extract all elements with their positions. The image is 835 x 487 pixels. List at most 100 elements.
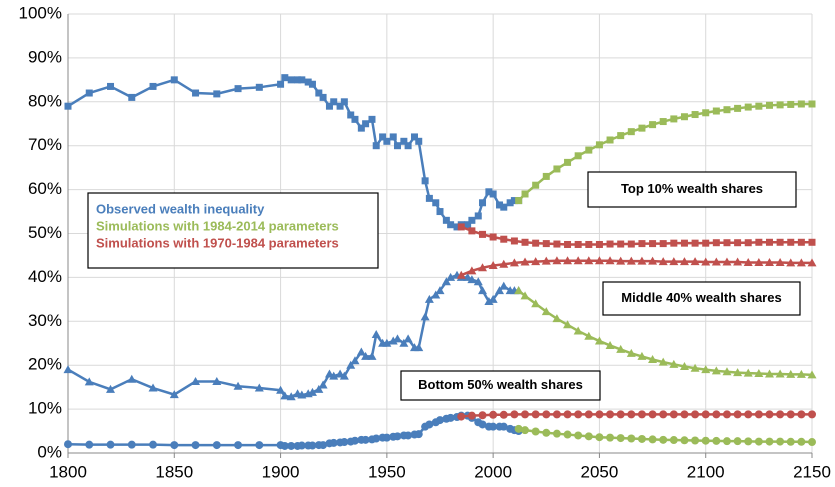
y-tick-label: 60% xyxy=(28,179,62,198)
marker xyxy=(573,256,583,265)
marker xyxy=(515,197,523,205)
marker xyxy=(786,258,796,267)
marker xyxy=(479,199,487,207)
marker xyxy=(446,413,455,422)
marker xyxy=(637,434,646,443)
marker xyxy=(308,441,317,450)
marker xyxy=(553,165,561,173)
marker xyxy=(701,436,710,445)
marker xyxy=(468,227,476,235)
marker xyxy=(595,240,603,248)
marker xyxy=(478,411,487,420)
marker xyxy=(659,118,667,126)
marker xyxy=(574,410,583,419)
marker xyxy=(542,410,551,419)
marker xyxy=(649,240,657,248)
marker xyxy=(606,136,614,144)
marker xyxy=(441,277,451,286)
marker xyxy=(690,363,700,372)
marker xyxy=(691,111,699,119)
marker xyxy=(521,410,530,419)
marker xyxy=(298,76,306,84)
marker xyxy=(712,107,720,115)
marker xyxy=(616,410,625,419)
y-tick-label: 50% xyxy=(28,223,62,242)
annotation-box xyxy=(400,370,601,401)
marker xyxy=(489,190,497,198)
marker xyxy=(808,238,816,246)
marker xyxy=(64,102,72,110)
marker xyxy=(552,256,562,265)
marker xyxy=(594,256,604,265)
marker xyxy=(499,422,508,431)
marker xyxy=(485,188,493,196)
marker xyxy=(254,383,264,392)
marker xyxy=(765,238,773,246)
marker xyxy=(532,239,540,247)
marker xyxy=(734,239,742,247)
marker xyxy=(669,436,678,445)
marker xyxy=(383,137,391,145)
marker xyxy=(574,240,582,248)
x-tick-label: 1800 xyxy=(49,462,87,481)
marker xyxy=(424,294,434,303)
marker xyxy=(744,239,752,247)
marker xyxy=(453,223,461,231)
marker xyxy=(367,351,377,360)
marker xyxy=(563,410,572,419)
marker xyxy=(148,383,158,392)
marker xyxy=(531,257,541,266)
marker xyxy=(723,106,731,114)
marker xyxy=(479,230,487,238)
marker xyxy=(669,410,678,419)
marker xyxy=(478,263,488,272)
marker xyxy=(648,435,657,444)
marker xyxy=(308,80,316,88)
marker xyxy=(128,93,136,101)
x-tick-label: 1950 xyxy=(368,462,406,481)
marker xyxy=(192,89,200,97)
marker xyxy=(638,124,646,132)
marker xyxy=(532,181,540,189)
marker xyxy=(679,362,689,371)
marker xyxy=(808,100,816,108)
marker xyxy=(552,410,561,419)
legend-entry: Simulations with 1984-2014 parameters xyxy=(96,218,339,233)
marker xyxy=(776,437,785,446)
marker xyxy=(627,410,636,419)
marker xyxy=(796,369,806,378)
y-tick-label: 70% xyxy=(28,135,62,154)
marker xyxy=(510,237,518,245)
marker xyxy=(499,259,509,268)
marker xyxy=(786,410,795,419)
marker xyxy=(371,329,381,338)
marker xyxy=(233,381,243,390)
marker xyxy=(531,410,540,419)
marker xyxy=(797,100,805,108)
legend-entry: Simulations with 1970-1984 parameters xyxy=(96,235,339,250)
x-tick-label: 1850 xyxy=(155,462,193,481)
marker xyxy=(690,257,700,266)
marker xyxy=(722,437,731,446)
marker xyxy=(542,172,550,180)
marker xyxy=(521,190,529,198)
marker xyxy=(584,410,593,419)
marker xyxy=(277,80,285,88)
marker xyxy=(404,142,412,150)
marker xyxy=(659,410,668,419)
marker xyxy=(765,410,774,419)
marker xyxy=(722,410,731,419)
marker xyxy=(400,137,408,145)
marker xyxy=(669,257,679,266)
marker xyxy=(776,101,784,109)
marker xyxy=(659,240,667,248)
marker xyxy=(393,432,402,441)
marker xyxy=(670,239,678,247)
marker xyxy=(617,132,625,140)
marker xyxy=(797,437,806,446)
marker xyxy=(478,286,488,295)
y-tick-label: 0% xyxy=(37,442,62,461)
marker xyxy=(744,410,753,419)
marker xyxy=(410,133,418,141)
